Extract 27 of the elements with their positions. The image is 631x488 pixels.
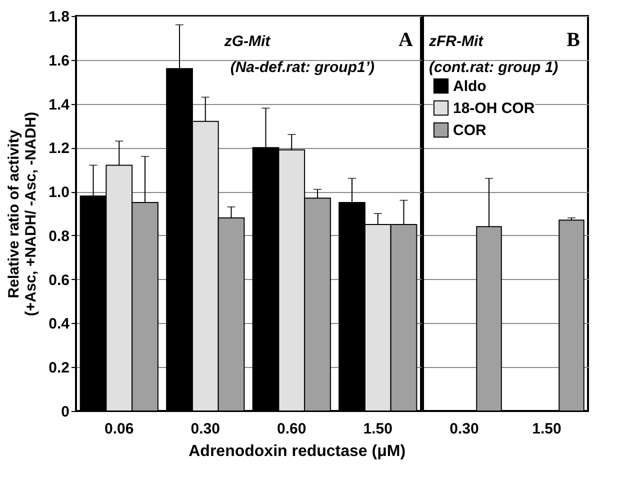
annotation: (cont.rat: group 1) (429, 59, 558, 76)
y-tick-label: 1.4 (48, 96, 70, 114)
y-tick-label: 0.8 (48, 228, 70, 245)
y-axis-title: Relative ratio of activity (+Asc, +NADH/ -Asc, -NADH) (6, 112, 40, 316)
y-tick-label: 1.0 (48, 184, 70, 202)
x-tick-label: 0.60 (277, 420, 306, 438)
x-tick-label: 1.50 (363, 420, 392, 438)
y-tick-label: 0 (61, 404, 70, 420)
annotation: A (398, 29, 414, 51)
y-tick-label: 0.4 (48, 316, 70, 333)
x-axis-title: Adrenodoxin reductase (μM) (188, 443, 406, 460)
annotation: B (566, 29, 580, 51)
x-tick-label: 0.30 (190, 420, 220, 438)
annotation: (Na-def.rat: group1’) (230, 59, 375, 76)
y-tick-label: 0.2 (48, 360, 70, 377)
legend-label: Aldo (453, 78, 486, 95)
y-tick-label: 0.6 (48, 272, 70, 289)
legend-label: 18-OH COR (453, 100, 535, 117)
annotation: zFR-Mit (428, 33, 484, 50)
x-tick-label: 0.30 (450, 420, 479, 438)
y-tick-label: 1.2 (48, 140, 70, 158)
annotation: zG-Mit (223, 33, 272, 50)
legend-label: COR (453, 122, 486, 139)
y-tick-label: 1.6 (48, 52, 70, 70)
y-tick-label: 1.8 (48, 8, 70, 26)
x-tick-label: 1.50 (532, 420, 562, 438)
x-tick-label: 0.06 (104, 420, 134, 438)
